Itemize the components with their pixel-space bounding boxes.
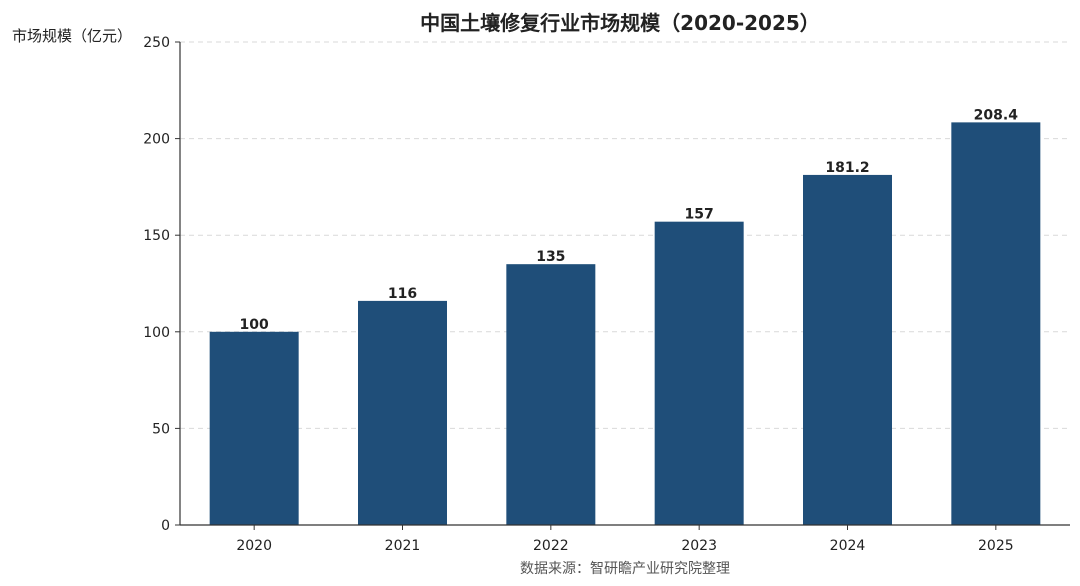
data-labels: 100 116 135 157 181.2 208.4 — [240, 107, 1019, 332]
x-tick-label: 2024 — [830, 538, 866, 554]
data-label: 157 — [685, 207, 714, 223]
bar — [654, 221, 744, 525]
x-tick-label: 2020 — [236, 538, 272, 554]
axes: 0 50 100 150 200 250 2020 2021 2022 2023 2024 2025 — [143, 35, 1070, 554]
y-axis-label: 市场规模（亿元） — [12, 27, 132, 45]
y-tick-label: 0 — [161, 518, 170, 534]
data-label: 208.4 — [974, 107, 1019, 123]
bars — [209, 122, 1041, 525]
x-tick-label: 2025 — [978, 538, 1014, 554]
y-tick-label: 150 — [143, 228, 170, 244]
data-label: 181.2 — [825, 160, 869, 176]
chart-title: 中国土壤修复行业市场规模（2020-2025） — [420, 11, 820, 35]
source-note: 数据来源：智研瞻产业研究院整理 — [520, 560, 730, 577]
bar — [209, 331, 299, 525]
data-label: 135 — [536, 249, 565, 265]
bar — [506, 264, 596, 525]
bar — [803, 174, 892, 525]
y-tick-label: 100 — [143, 325, 170, 341]
bar — [358, 300, 447, 525]
bar — [951, 122, 1041, 525]
x-tick-label: 2022 — [533, 538, 569, 554]
y-tick-label: 250 — [143, 35, 170, 51]
data-label: 100 — [240, 317, 269, 333]
x-tick-label: 2021 — [385, 538, 421, 554]
y-tick-label: 200 — [143, 132, 170, 148]
x-tick-label: 2023 — [681, 538, 717, 554]
gridlines — [180, 41, 1070, 429]
data-label: 116 — [388, 286, 417, 302]
y-tick-label: 50 — [152, 421, 170, 437]
